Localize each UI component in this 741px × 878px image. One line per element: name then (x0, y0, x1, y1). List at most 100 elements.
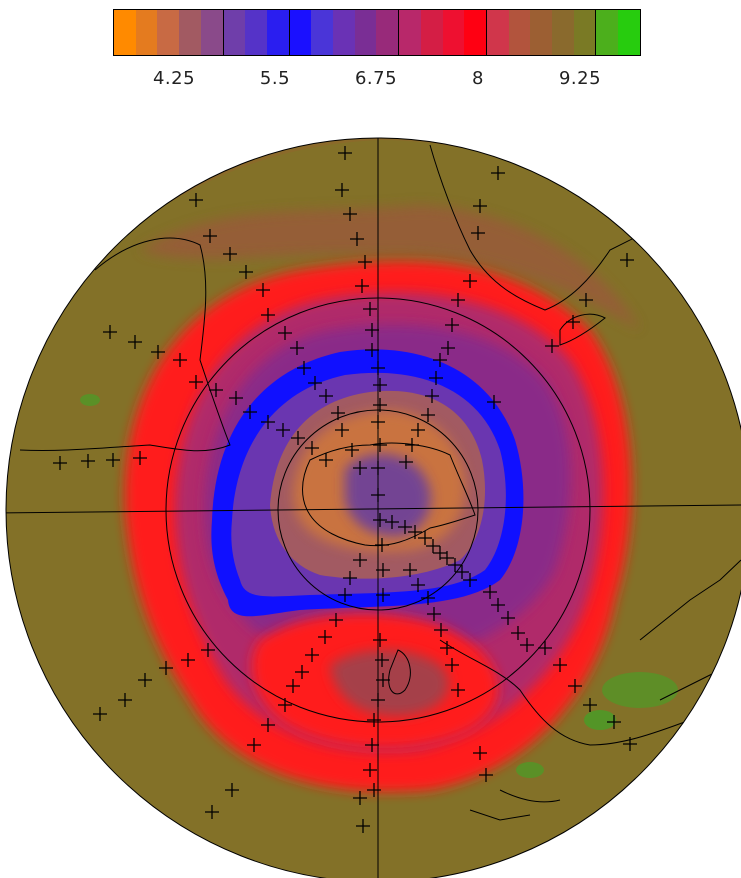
station-marker (408, 525, 422, 539)
station-marker (479, 768, 493, 782)
colorbar-swatch (157, 10, 180, 55)
station-marker (425, 389, 439, 403)
station-marker (261, 415, 275, 429)
station-marker (350, 232, 364, 246)
station-marker (335, 183, 349, 197)
station-marker (371, 488, 385, 502)
station-marker (133, 451, 147, 465)
station-marker (373, 378, 387, 392)
station-marker (356, 819, 370, 833)
station-marker (308, 376, 322, 390)
station-marker (511, 626, 525, 640)
station-marker (256, 283, 270, 297)
colorbar-tick-label: 9.25 (558, 68, 602, 89)
station-marker (371, 693, 385, 707)
lobe-core (330, 650, 449, 716)
colorbar-swatch (618, 10, 640, 55)
colorbar-swatch (333, 10, 355, 55)
station-marker (473, 199, 487, 213)
colorbar-swatch (398, 10, 421, 55)
station-marker (463, 274, 477, 288)
station-marker (365, 343, 379, 357)
station-marker (491, 166, 505, 180)
station-marker (338, 146, 352, 160)
station-marker (583, 698, 597, 712)
station-marker (429, 371, 443, 385)
station-marker (319, 389, 333, 403)
station-marker (620, 253, 634, 267)
colorbar-swatch (485, 10, 509, 55)
green-patch (602, 672, 678, 708)
station-marker (229, 391, 243, 405)
station-marker (189, 375, 203, 389)
station-marker (205, 805, 219, 819)
station-marker (365, 738, 379, 752)
station-marker (399, 455, 413, 469)
station-marker (607, 715, 621, 729)
station-marker (353, 791, 367, 805)
station-marker (189, 193, 203, 207)
brown-band (140, 205, 640, 330)
station-marker (455, 565, 469, 579)
colorbar-swatch (530, 10, 553, 55)
station-marker (623, 737, 637, 751)
station-marker (318, 630, 332, 644)
station-marker (411, 578, 425, 592)
station-marker (159, 661, 173, 675)
station-marker (329, 613, 343, 627)
colorbar-swatch (595, 10, 619, 55)
station-marker (363, 302, 377, 316)
station-marker (53, 456, 67, 470)
station-marker (579, 293, 593, 307)
station-marker (138, 673, 152, 687)
station-marker (261, 718, 275, 732)
station-marker (427, 607, 441, 621)
station-marker (243, 405, 257, 419)
station-marker (151, 345, 165, 359)
station-marker (491, 598, 505, 612)
station-marker (375, 653, 389, 667)
colorbar-swatch (266, 10, 289, 55)
station-marker (473, 746, 487, 760)
station-marker (367, 783, 381, 797)
colorbar-swatch (552, 10, 574, 55)
station-marker (203, 229, 217, 243)
station-marker (181, 653, 195, 667)
station-marker (239, 265, 253, 279)
map-border (5, 137, 741, 878)
station-marker (487, 395, 501, 409)
station-marker (568, 679, 582, 693)
colorbar-swatch (200, 10, 223, 55)
station-marker (373, 438, 387, 452)
station-marker (371, 361, 385, 375)
station-marker (286, 679, 300, 693)
station-marker (376, 588, 390, 602)
station-marker (305, 648, 319, 662)
colorbar-swatch (464, 10, 486, 55)
station-marker (81, 454, 95, 468)
station-marker (398, 520, 412, 534)
station-marker (418, 531, 432, 545)
colorbar-swatch (442, 10, 465, 55)
station-marker (375, 538, 389, 552)
colorbar-swatch (420, 10, 443, 55)
colorbar-swatch (135, 10, 158, 55)
station-marker (247, 738, 261, 752)
station-marker (538, 641, 552, 655)
green-patch (80, 394, 100, 406)
station-marker (331, 406, 345, 420)
station-marker (295, 665, 309, 679)
station-marker (501, 611, 515, 625)
station-marker (451, 683, 465, 697)
colorbar-tick-label: 4.25 (152, 68, 196, 89)
station-marker (440, 551, 454, 565)
green-patch (584, 710, 616, 730)
station-marker (441, 341, 455, 355)
station-marker (128, 335, 142, 349)
station-marker (319, 453, 333, 467)
colorbar-swatch (573, 10, 596, 55)
station-marker (421, 591, 435, 605)
colorbar-swatch (311, 10, 334, 55)
station-marker (440, 641, 454, 655)
